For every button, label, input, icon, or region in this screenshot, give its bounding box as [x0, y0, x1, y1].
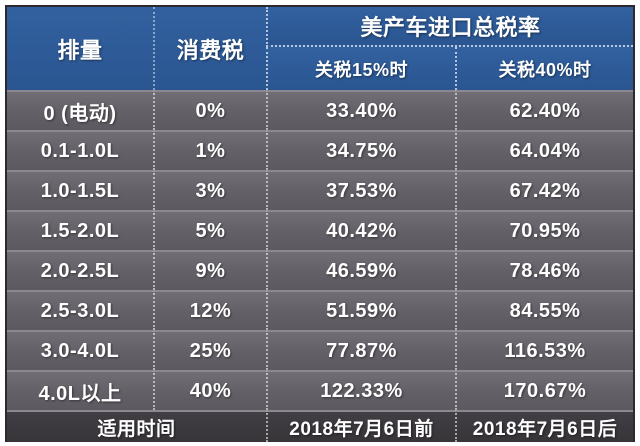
cell-tariff40-total: 116.53% — [455, 330, 633, 370]
footer-period-after: 2018年7月6日后 — [455, 410, 633, 442]
cell-consumption-tax: 0% — [153, 90, 266, 130]
cell-displacement: 3.0-4.0L — [7, 330, 153, 370]
cell-displacement: 4.0L以上 — [7, 370, 153, 410]
cell-consumption-tax: 12% — [153, 290, 266, 330]
cell-tariff40-total: 64.04% — [455, 130, 633, 170]
cell-tariff40-total: 84.55% — [455, 290, 633, 330]
cell-tariff40-total: 67.42% — [455, 170, 633, 210]
cell-displacement: 2.5-3.0L — [7, 290, 153, 330]
cell-tariff40-total: 78.46% — [455, 250, 633, 290]
cell-tariff40-total: 170.67% — [455, 370, 633, 410]
cell-tariff15-total: 34.75% — [266, 130, 455, 170]
tax-rate-table: 排量 消费税 美产车进口总税率 关税15%时 关税40%时 适用时间 2018年… — [5, 5, 635, 442]
cell-tariff15-total: 37.53% — [266, 170, 455, 210]
header-consumption-tax: 消费税 — [153, 7, 266, 90]
cell-tariff40-total: 70.95% — [455, 210, 633, 250]
cell-tariff40-total: 62.40% — [455, 90, 633, 130]
footer-period-before: 2018年7月6日前 — [266, 410, 455, 442]
cell-tariff15-total: 33.40% — [266, 90, 455, 130]
cell-displacement: 2.0-2.5L — [7, 250, 153, 290]
cell-displacement: 1.0-1.5L — [7, 170, 153, 210]
cell-displacement: 1.5-2.0L — [7, 210, 153, 250]
header-displacement: 排量 — [7, 7, 153, 90]
cell-tariff15-total: 51.59% — [266, 290, 455, 330]
cell-consumption-tax: 40% — [153, 370, 266, 410]
cell-displacement: 0 (电动) — [7, 90, 153, 130]
cell-consumption-tax: 5% — [153, 210, 266, 250]
header-total-rate-group: 美产车进口总税率 — [266, 7, 633, 47]
header-tariff-40: 关税40%时 — [455, 47, 633, 90]
cell-consumption-tax: 9% — [153, 250, 266, 290]
cell-consumption-tax: 3% — [153, 170, 266, 210]
header-tariff-15: 关税15%时 — [266, 47, 455, 90]
footer-applicable-period-label: 适用时间 — [7, 410, 266, 442]
cell-tariff15-total: 77.87% — [266, 330, 455, 370]
cell-consumption-tax: 1% — [153, 130, 266, 170]
cell-consumption-tax: 25% — [153, 330, 266, 370]
cell-displacement: 0.1-1.0L — [7, 130, 153, 170]
cell-tariff15-total: 40.42% — [266, 210, 455, 250]
cell-tariff15-total: 122.33% — [266, 370, 455, 410]
cell-tariff15-total: 46.59% — [266, 250, 455, 290]
